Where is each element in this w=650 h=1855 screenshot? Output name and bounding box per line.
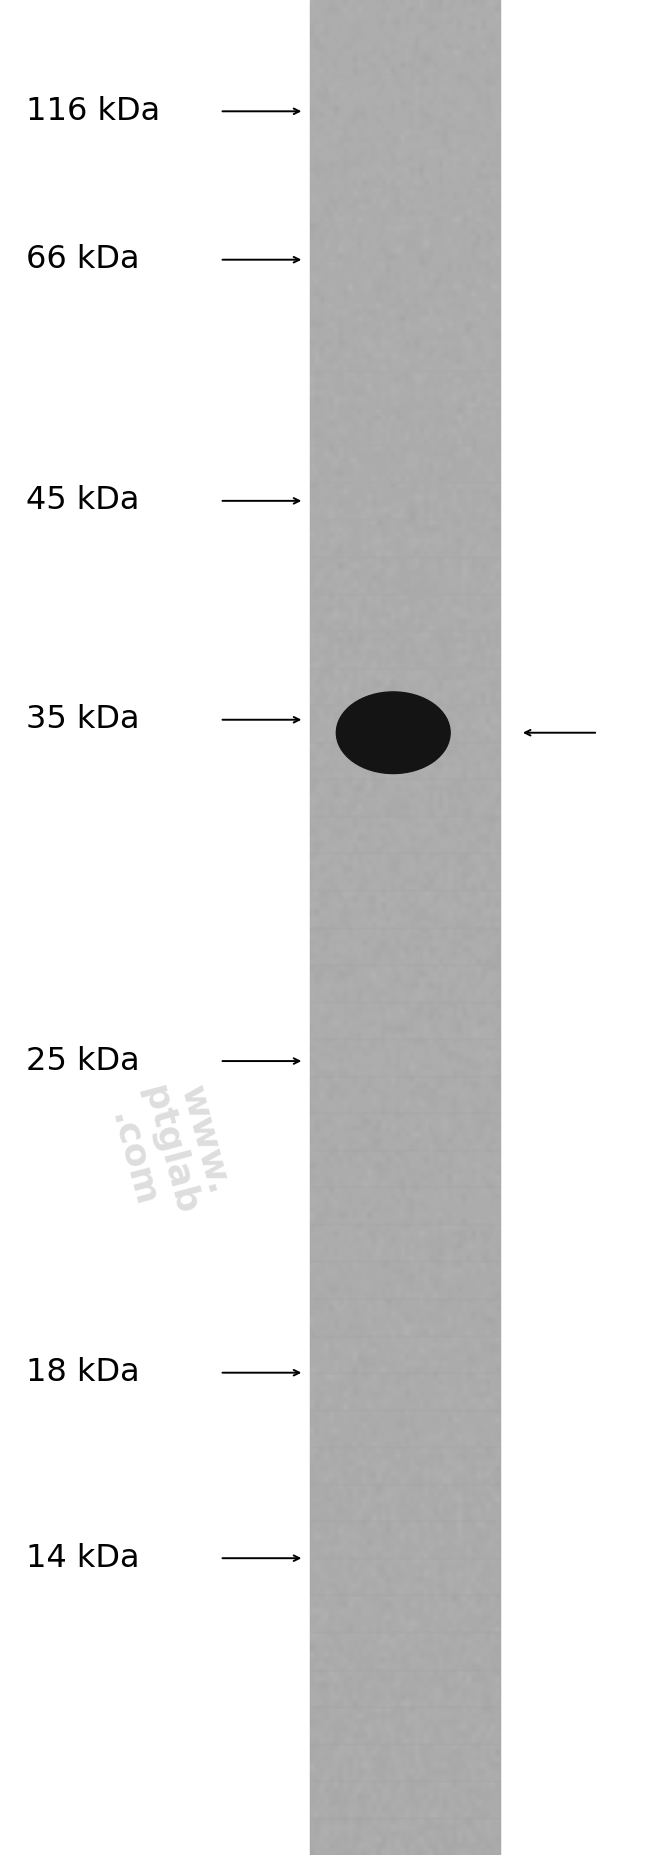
- Text: 14 kDa: 14 kDa: [26, 1543, 140, 1573]
- Ellipse shape: [341, 696, 446, 770]
- Bar: [310, 408, 500, 445]
- Ellipse shape: [361, 718, 426, 748]
- Bar: [310, 37, 500, 74]
- Ellipse shape: [337, 692, 450, 774]
- Bar: [310, 1558, 500, 1595]
- Bar: [310, 705, 500, 742]
- Bar: [310, 890, 500, 928]
- Ellipse shape: [346, 703, 440, 762]
- Bar: [310, 668, 500, 705]
- Bar: [310, 965, 500, 1002]
- Bar: [310, 1521, 500, 1558]
- Bar: [310, 1373, 500, 1410]
- Bar: [310, 74, 500, 111]
- Ellipse shape: [348, 705, 438, 761]
- Bar: [310, 1744, 500, 1781]
- Bar: [310, 1002, 500, 1039]
- Ellipse shape: [364, 720, 423, 746]
- Bar: [310, 779, 500, 816]
- Ellipse shape: [337, 692, 449, 774]
- Ellipse shape: [351, 707, 436, 759]
- Text: 18 kDa: 18 kDa: [26, 1358, 140, 1388]
- Bar: [310, 0, 500, 37]
- Bar: [310, 1336, 500, 1373]
- Ellipse shape: [355, 710, 432, 755]
- Bar: [310, 1298, 500, 1336]
- Bar: [310, 1781, 500, 1818]
- Bar: [310, 1632, 500, 1670]
- Bar: [310, 519, 500, 556]
- Bar: [310, 556, 500, 594]
- Bar: [310, 445, 500, 482]
- Bar: [310, 1484, 500, 1521]
- Bar: [310, 928, 500, 965]
- Text: 45 kDa: 45 kDa: [26, 486, 139, 516]
- Bar: [310, 0, 500, 1855]
- Bar: [310, 482, 500, 519]
- Ellipse shape: [363, 718, 424, 748]
- Ellipse shape: [368, 723, 419, 742]
- Bar: [310, 1595, 500, 1632]
- Ellipse shape: [365, 722, 421, 744]
- Text: 116 kDa: 116 kDa: [26, 96, 160, 126]
- Bar: [310, 1187, 500, 1224]
- Ellipse shape: [349, 705, 437, 761]
- Text: www.
ptglab
.com: www. ptglab .com: [100, 1072, 238, 1228]
- Ellipse shape: [356, 712, 431, 753]
- Bar: [310, 1447, 500, 1484]
- Ellipse shape: [362, 718, 424, 748]
- Bar: [310, 297, 500, 334]
- Ellipse shape: [358, 714, 429, 751]
- Bar: [310, 742, 500, 779]
- Ellipse shape: [360, 716, 426, 749]
- Bar: [310, 1707, 500, 1744]
- Bar: [310, 1670, 500, 1707]
- Bar: [310, 816, 500, 853]
- Bar: [310, 260, 500, 297]
- Ellipse shape: [367, 723, 420, 742]
- Text: 25 kDa: 25 kDa: [26, 1046, 140, 1076]
- Text: 66 kDa: 66 kDa: [26, 245, 140, 275]
- Ellipse shape: [350, 705, 437, 761]
- Ellipse shape: [354, 709, 433, 757]
- Text: 35 kDa: 35 kDa: [26, 705, 140, 735]
- Ellipse shape: [339, 694, 448, 772]
- Bar: [310, 1150, 500, 1187]
- Ellipse shape: [352, 707, 435, 759]
- Bar: [310, 1410, 500, 1447]
- Ellipse shape: [357, 712, 430, 753]
- Bar: [310, 594, 500, 631]
- Bar: [310, 111, 500, 148]
- Bar: [310, 1113, 500, 1150]
- Bar: [310, 186, 500, 223]
- Ellipse shape: [345, 701, 441, 764]
- Ellipse shape: [359, 716, 427, 749]
- Ellipse shape: [352, 709, 434, 757]
- Ellipse shape: [354, 710, 432, 755]
- Bar: [310, 148, 500, 186]
- Ellipse shape: [341, 697, 445, 768]
- Ellipse shape: [343, 697, 444, 768]
- Ellipse shape: [343, 699, 443, 766]
- Bar: [310, 223, 500, 260]
- Ellipse shape: [344, 699, 443, 766]
- Bar: [310, 1224, 500, 1261]
- Bar: [310, 1076, 500, 1113]
- Ellipse shape: [358, 714, 428, 751]
- Ellipse shape: [346, 701, 441, 764]
- Bar: [310, 334, 500, 371]
- Bar: [310, 1261, 500, 1298]
- Ellipse shape: [338, 694, 448, 772]
- Bar: [310, 371, 500, 408]
- Ellipse shape: [366, 722, 421, 744]
- Ellipse shape: [347, 703, 439, 762]
- Bar: [310, 1039, 500, 1076]
- Bar: [310, 631, 500, 668]
- Ellipse shape: [340, 696, 447, 770]
- Ellipse shape: [363, 720, 423, 746]
- Ellipse shape: [369, 725, 418, 740]
- Bar: [310, 1818, 500, 1855]
- Bar: [310, 853, 500, 890]
